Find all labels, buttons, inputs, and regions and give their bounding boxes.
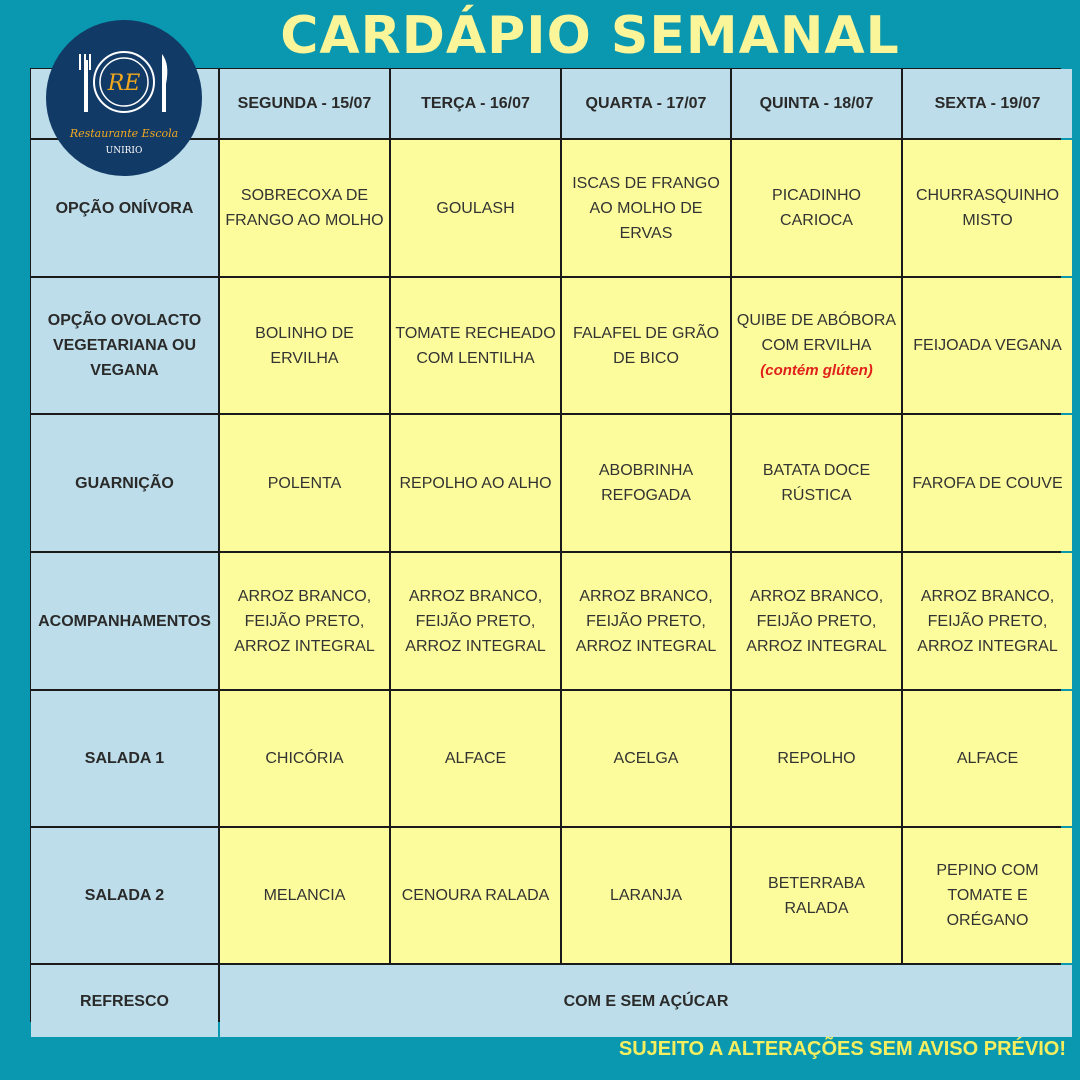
menu-cell: MELANCIA [220, 828, 389, 963]
menu-cell: BOLINHO DE ERVILHA [220, 278, 389, 413]
menu-cell-text: BOLINHO DE ERVILHA [255, 324, 354, 367]
row-label: GUARNIÇÃO [31, 415, 218, 551]
menu-cell: TOMATE RECHEADO COM LENTILHA [391, 278, 560, 413]
menu-cell: FEIJOADA VEGANA [903, 278, 1072, 413]
menu-cell-text: ISCAS DE FRANGO AO MOLHO DE ERVAS [572, 174, 720, 242]
menu-cell-text: ACELGA [613, 750, 679, 767]
menu-cell-text: FEIJOADA VEGANA [913, 337, 1062, 354]
row-label: ACOMPANHAMENTOS [31, 553, 218, 689]
menu-cell: CHURRASQUINHO MISTO [903, 140, 1072, 276]
refresco-label: REFRESCO [31, 965, 218, 1037]
menu-cell: QUIBE DE ABÓBORA COM ERVILHA (contém glút… [732, 278, 901, 413]
menu-cell-text: ARROZ BRANCO, FEIJÃO PRETO, ARROZ INTEGR… [234, 587, 375, 655]
day-header: TERÇA - 16/07 [391, 69, 560, 138]
menu-cell: ARROZ BRANCO, FEIJÃO PRETO, ARROZ INTEGR… [732, 553, 901, 689]
menu-cell-text: CENOURA RALADA [401, 887, 550, 904]
menu-cell: BETERRABA RALADA [732, 828, 901, 963]
day-header: QUARTA - 17/07 [562, 69, 730, 138]
svg-text:UNIRIO: UNIRIO [106, 146, 143, 156]
menu-cell: REPOLHO [732, 691, 901, 826]
day-header: SEXTA - 19/07 [903, 69, 1072, 138]
row-label: SALADA 1 [31, 691, 218, 826]
menu-cell-text: ABOBRINHA REFOGADA [598, 462, 694, 504]
menu-cell: ISCAS DE FRANGO AO MOLHO DE ERVAS [562, 140, 730, 276]
menu-cell: GOULASH [391, 140, 560, 276]
menu-cell-text: TOMATE RECHEADO COM LENTILHA [395, 324, 556, 367]
gluten-note: (contém glúten) [760, 362, 873, 379]
menu-cell-text: FALAFEL DE GRÃO DE BICO [572, 324, 720, 367]
restaurant-logo: RE Restaurante Escola UNIRIO [46, 20, 202, 176]
menu-cell-text: REPOLHO [777, 750, 856, 767]
menu-cell-text: POLENTA [267, 474, 342, 492]
menu-cell-text: FAROFA DE COUVE [912, 474, 1063, 492]
row-label: SALADA 2 [31, 828, 218, 963]
row-label-text: GUARNIÇÃO [75, 474, 174, 492]
menu-cell-text: SOBRECOXA DE FRANGO AO MOLHO [225, 187, 384, 229]
menu-cell: REPOLHO AO ALHO [391, 415, 560, 551]
disclaimer: SUJEITO A ALTERAÇÕES SEM AVISO PRÉVIO! [618, 1038, 1066, 1060]
svg-text:RE: RE [107, 71, 141, 96]
menu-cell: ABOBRINHA REFOGADA [562, 415, 730, 551]
menu-cell-text: PEPINO COM TOMATE E ORÉGANO [936, 862, 1039, 929]
menu-cell-text: ARROZ BRANCO, FEIJÃO PRETO, ARROZ INTEGR… [575, 587, 717, 655]
row-label: OPÇÃO OVOLACTO VEGETARIANA OU VEGANA [31, 278, 218, 413]
menu-cell: ARROZ BRANCO, FEIJÃO PRETO, ARROZ INTEGR… [562, 553, 730, 689]
menu-cell-text: PICADINHO CARIOCA [772, 187, 861, 229]
menu-cell-text: ARROZ BRANCO, FEIJÃO PRETO, ARROZ INTEGR… [746, 587, 887, 655]
row-label-text: OPÇÃO OVOLACTO VEGETARIANA OU VEGANA [47, 312, 202, 379]
row-label-text: OPÇÃO ONÍVORA [55, 199, 194, 217]
plate-cutlery-icon: RE Restaurante Escola UNIRIO [69, 51, 178, 156]
refresco-value-text: COM E SEM AÇÚCAR [563, 992, 729, 1010]
menu-cell: PICADINHO CARIOCA [732, 140, 901, 276]
row-label-text: SALADA 1 [84, 750, 165, 767]
menu-cell: BATATA DOCE RÚSTICA [732, 415, 901, 551]
menu-cell-text: CHICÓRIA [265, 750, 344, 767]
page-title: CARDÁPIO SEMANAL [280, 6, 900, 66]
menu-cell: ACELGA [562, 691, 730, 826]
menu-cell-text: ARROZ BRANCO, FEIJÃO PRETO, ARROZ INTEGR… [917, 587, 1058, 655]
svg-text:Restaurante Escola: Restaurante Escola [69, 127, 178, 140]
menu-cell-text: ARROZ BRANCO, FEIJÃO PRETO, ARROZ INTEGR… [405, 587, 546, 655]
menu-cell-text: ALFACE [444, 750, 507, 767]
menu-cell: CHICÓRIA [220, 691, 389, 826]
refresco-value: COM E SEM AÇÚCAR [220, 965, 1072, 1037]
menu-cell: LARANJA [562, 828, 730, 963]
menu-cell: PEPINO COM TOMATE E ORÉGANO [903, 828, 1072, 963]
menu-cell-text: CHURRASQUINHO MISTO [915, 187, 1060, 229]
menu-cell-text: MELANCIA [263, 887, 346, 904]
menu-cell: ALFACE [391, 691, 560, 826]
menu-cell-text: LARANJA [609, 887, 683, 904]
refresco-label-text: REFRESCO [80, 992, 169, 1010]
menu-cell: POLENTA [220, 415, 389, 551]
day-header: SEGUNDA - 15/07 [220, 69, 389, 138]
day-header: QUINTA - 18/07 [732, 69, 901, 138]
menu-cell: SOBRECOXA DE FRANGO AO MOLHO [220, 140, 389, 276]
menu-cell: FAROFA DE COUVE [903, 415, 1072, 551]
menu-cell-text: BATATA DOCE RÚSTICA [762, 462, 871, 504]
menu-cell: ARROZ BRANCO, FEIJÃO PRETO, ARROZ INTEGR… [903, 553, 1072, 689]
menu-table: SEGUNDA - 15/07 TERÇA - 16/07 QUARTA - 1… [30, 68, 1072, 1037]
menu-cell-text: GOULASH [436, 199, 515, 217]
menu-cell: CENOURA RALADA [391, 828, 560, 963]
menu-cell: ARROZ BRANCO, FEIJÃO PRETO, ARROZ INTEGR… [220, 553, 389, 689]
menu-cell: FALAFEL DE GRÃO DE BICO [562, 278, 730, 413]
row-label-text: SALADA 2 [84, 887, 165, 904]
menu-cell-text: REPOLHO AO ALHO [399, 474, 552, 492]
menu-cell-text: QUIBE DE ABÓBORA COM ERVILHA [736, 312, 897, 354]
menu-cell: ALFACE [903, 691, 1072, 826]
menu-cell-text: ALFACE [956, 750, 1019, 767]
row-label-text: ACOMPANHAMENTOS [38, 612, 211, 630]
menu-cell-text: BETERRABA RALADA [768, 874, 865, 917]
menu-cell: ARROZ BRANCO, FEIJÃO PRETO, ARROZ INTEGR… [391, 553, 560, 689]
